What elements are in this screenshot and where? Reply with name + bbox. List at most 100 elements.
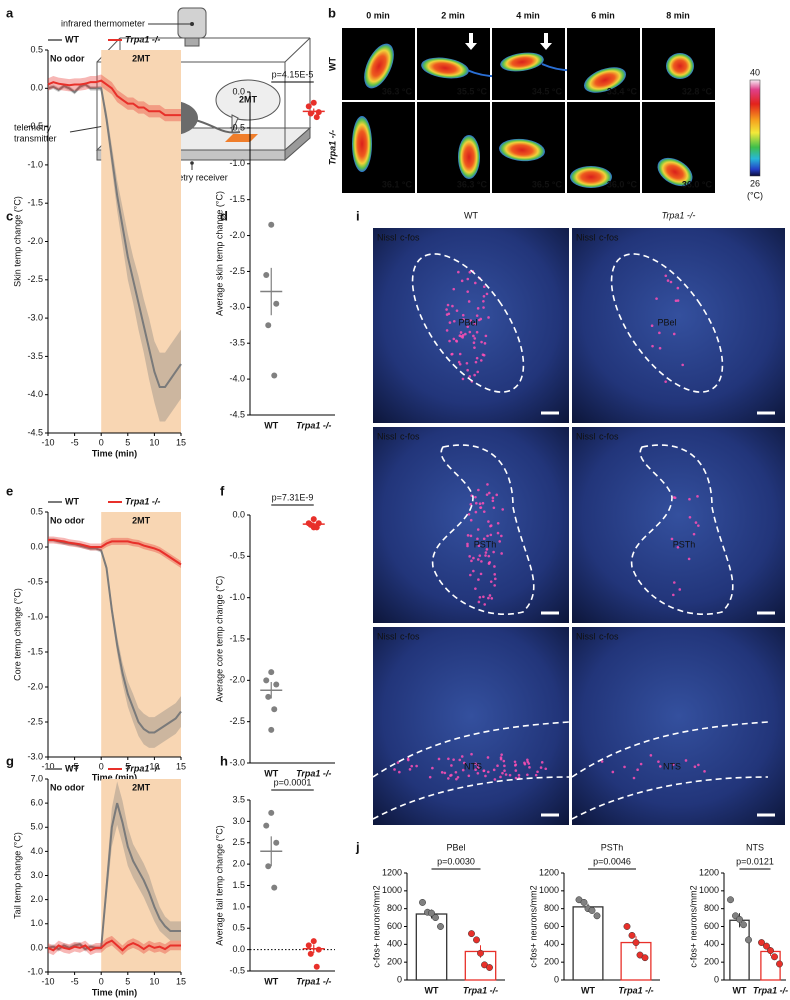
cfos-cell (476, 307, 480, 310)
micrograph (373, 427, 569, 623)
y-tick-label: 0.5 (30, 44, 43, 54)
data-point (740, 921, 747, 929)
x-tick-label: 10 (149, 761, 159, 771)
cfos-cell (500, 753, 503, 756)
cfos-cell (534, 773, 538, 777)
region-outline (432, 444, 535, 615)
cfos-cell (466, 542, 469, 546)
cfos-cell (462, 761, 466, 765)
cfos-cell (671, 593, 675, 597)
y-tick-label: 200 (544, 957, 559, 967)
cfos-cell (600, 760, 604, 763)
region-outline (372, 721, 570, 820)
animal-heat (570, 166, 612, 188)
data-point (273, 300, 280, 307)
cfos-cell (688, 497, 691, 501)
temperature-label: 34.5 °C (532, 86, 563, 96)
temperature-label: 36.3 °C (457, 179, 488, 189)
animal-heat (458, 135, 480, 179)
cfos-cell (475, 356, 479, 360)
y-tick-label: 0.0 (30, 541, 43, 551)
x-axis-label: Time (min) (92, 987, 137, 997)
cfos-cell (487, 561, 491, 565)
data-point (477, 949, 484, 957)
data-point (271, 884, 278, 891)
cfos-cell (468, 330, 472, 334)
data-point (641, 954, 649, 962)
cfos-cell (474, 495, 477, 499)
region-label: PSTh (673, 539, 696, 549)
stain-label: c-fos (599, 631, 619, 641)
error-band (48, 82, 181, 422)
data-point (486, 964, 493, 971)
cfos-cell (513, 760, 517, 764)
cfos-cell (410, 764, 414, 768)
cfos-cell (484, 334, 488, 338)
cfos-cell (500, 534, 503, 538)
cfos-cell (688, 515, 692, 519)
data-point (310, 938, 317, 945)
data-point (271, 706, 278, 713)
cfos-cell (487, 520, 490, 523)
cfos-cell (611, 770, 615, 774)
cfos-cell (492, 768, 496, 772)
x-tick-label: Trpa1 -/- (296, 768, 331, 778)
region-label: PBel (458, 317, 477, 327)
cfos-cell (447, 777, 450, 780)
cfos-cell (658, 765, 662, 768)
y-tick-label: -3.0 (229, 302, 245, 312)
cfos-cell (493, 778, 497, 781)
cfos-cell (476, 771, 480, 775)
cfos-cell (477, 600, 481, 604)
y-tick-label: 7.0 (30, 773, 43, 783)
cfos-cell (477, 578, 480, 581)
y-tick-label: -0.5 (229, 122, 245, 132)
cfos-cell (474, 510, 478, 514)
y-tick-label: -2.0 (27, 681, 43, 691)
cfos-cell (447, 312, 451, 316)
cfos-cell (544, 767, 548, 771)
y-tick-label: -2.0 (229, 230, 245, 240)
cfos-cell (658, 346, 662, 350)
cfos-cell (498, 540, 502, 543)
cfos-cell (476, 766, 480, 770)
p-value: p=0.0030 (437, 856, 475, 866)
micrograph (373, 627, 569, 825)
data-point (468, 930, 475, 938)
cfos-cell (457, 360, 461, 364)
cfos-cell (495, 493, 499, 497)
y-tick-label: 1000 (539, 885, 559, 895)
cfos-cell (491, 499, 495, 503)
panel-label: d (220, 208, 228, 223)
x-axis-label: Time (min) (92, 772, 137, 782)
mouse-tail (194, 119, 241, 134)
y-tick-label: -4.5 (229, 409, 245, 419)
x-tick-label: WT (264, 768, 278, 778)
cfos-cell (445, 329, 449, 332)
data-point (588, 907, 596, 914)
cfos-cell (687, 557, 691, 561)
cfos-cell (636, 768, 639, 771)
cfos-cell (454, 770, 458, 774)
p-value: p=4.15E-5 (272, 69, 314, 79)
y-tick-label: 400 (387, 939, 402, 949)
cfos-cell (501, 508, 505, 511)
legend-label: WT (65, 496, 79, 506)
y-axis-label: Skin temp change (°C) (12, 196, 22, 287)
cfos-cell (496, 531, 500, 535)
temperature-label: 36.0 °C (682, 179, 713, 189)
cfos-cell (491, 496, 495, 500)
data-point (580, 898, 588, 906)
y-tick-label: -3.5 (229, 338, 245, 348)
micrograph (373, 228, 569, 423)
y-tick-label: 400 (544, 939, 559, 949)
data-point (419, 898, 426, 906)
cfos-cell (478, 595, 482, 599)
cfos-cell (672, 332, 676, 336)
x-tick-label: 15 (176, 437, 186, 447)
cfos-cell (673, 581, 676, 584)
cfos-cell (466, 290, 470, 293)
cfos-cell (455, 309, 459, 312)
cfos-cell (664, 380, 667, 383)
p-value: p=7.31E-9 (272, 492, 314, 502)
